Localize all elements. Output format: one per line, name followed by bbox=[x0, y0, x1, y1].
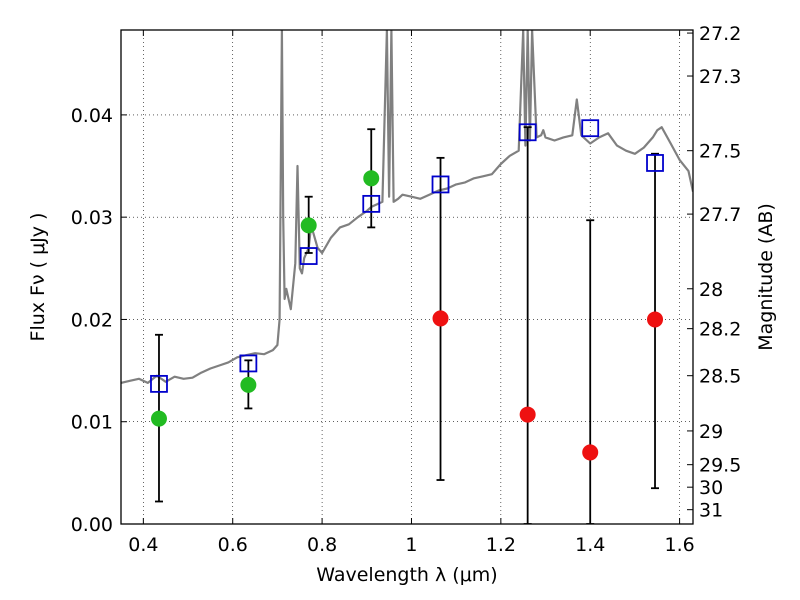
plot-area bbox=[121, 30, 693, 524]
model-point bbox=[646, 154, 664, 172]
model-point bbox=[518, 123, 537, 142]
mag-tick-label: 28.2 bbox=[699, 319, 741, 341]
mag-tick-label: 29 bbox=[699, 421, 723, 443]
observed-point bbox=[300, 217, 317, 234]
mag-tick-label: 27.2 bbox=[699, 23, 741, 45]
model-point bbox=[431, 175, 450, 194]
model-point bbox=[239, 354, 258, 373]
model-point bbox=[299, 247, 318, 265]
x-tick-label: 1.4 bbox=[575, 534, 605, 556]
grid bbox=[121, 30, 693, 525]
x-tick-label: 1 bbox=[405, 534, 417, 556]
mag-tick-label: 31 bbox=[699, 500, 723, 522]
y-tick-label: 0.00 bbox=[71, 514, 113, 536]
x-tick-label: 0.4 bbox=[128, 534, 158, 556]
mag-tick-label: 27.5 bbox=[699, 141, 741, 163]
model-point bbox=[581, 119, 600, 138]
observed-point bbox=[150, 410, 167, 427]
observed-point bbox=[240, 376, 257, 393]
mag-tick-label: 28 bbox=[699, 279, 723, 301]
y-tick-label: 0.01 bbox=[71, 412, 113, 434]
x-tick-label: 0.8 bbox=[307, 534, 337, 556]
y-tick-label: 0.04 bbox=[71, 105, 113, 127]
spectrum-line bbox=[121, 30, 693, 384]
x-tick-label: 0.6 bbox=[218, 534, 248, 556]
x-tick-label: 1.2 bbox=[486, 534, 516, 556]
observed-point bbox=[582, 444, 599, 461]
plot-frame bbox=[120, 29, 694, 525]
y2-axis-label: Magnitude (AB) bbox=[755, 203, 777, 351]
observed-point bbox=[647, 311, 664, 328]
mag-tick-label: 30 bbox=[699, 477, 723, 499]
x-axis-label: Wavelength λ (μm) bbox=[316, 564, 497, 586]
model-point bbox=[362, 194, 381, 213]
y-axis-label: Flux Fν ( μJy ) bbox=[27, 213, 49, 342]
x-tick-label: 1.6 bbox=[664, 534, 694, 556]
observed-point bbox=[519, 406, 536, 423]
mag-tick-label: 29.5 bbox=[699, 455, 741, 477]
mag-tick-label: 28.5 bbox=[699, 366, 741, 388]
mag-tick-label: 27.7 bbox=[699, 204, 741, 226]
y-tick-label: 0.03 bbox=[71, 207, 113, 229]
observed-point bbox=[363, 170, 380, 187]
y-tick-label: 0.02 bbox=[71, 309, 113, 331]
axes-ticks: 0.4 0.6 0.8 1 1.2 1.4 1.6 0.00 0.01 0.02 0.03 0.04 2… bbox=[71, 23, 742, 556]
model-point bbox=[150, 374, 168, 393]
mag-tick-label: 27.3 bbox=[699, 66, 741, 88]
observed-point bbox=[432, 310, 449, 327]
